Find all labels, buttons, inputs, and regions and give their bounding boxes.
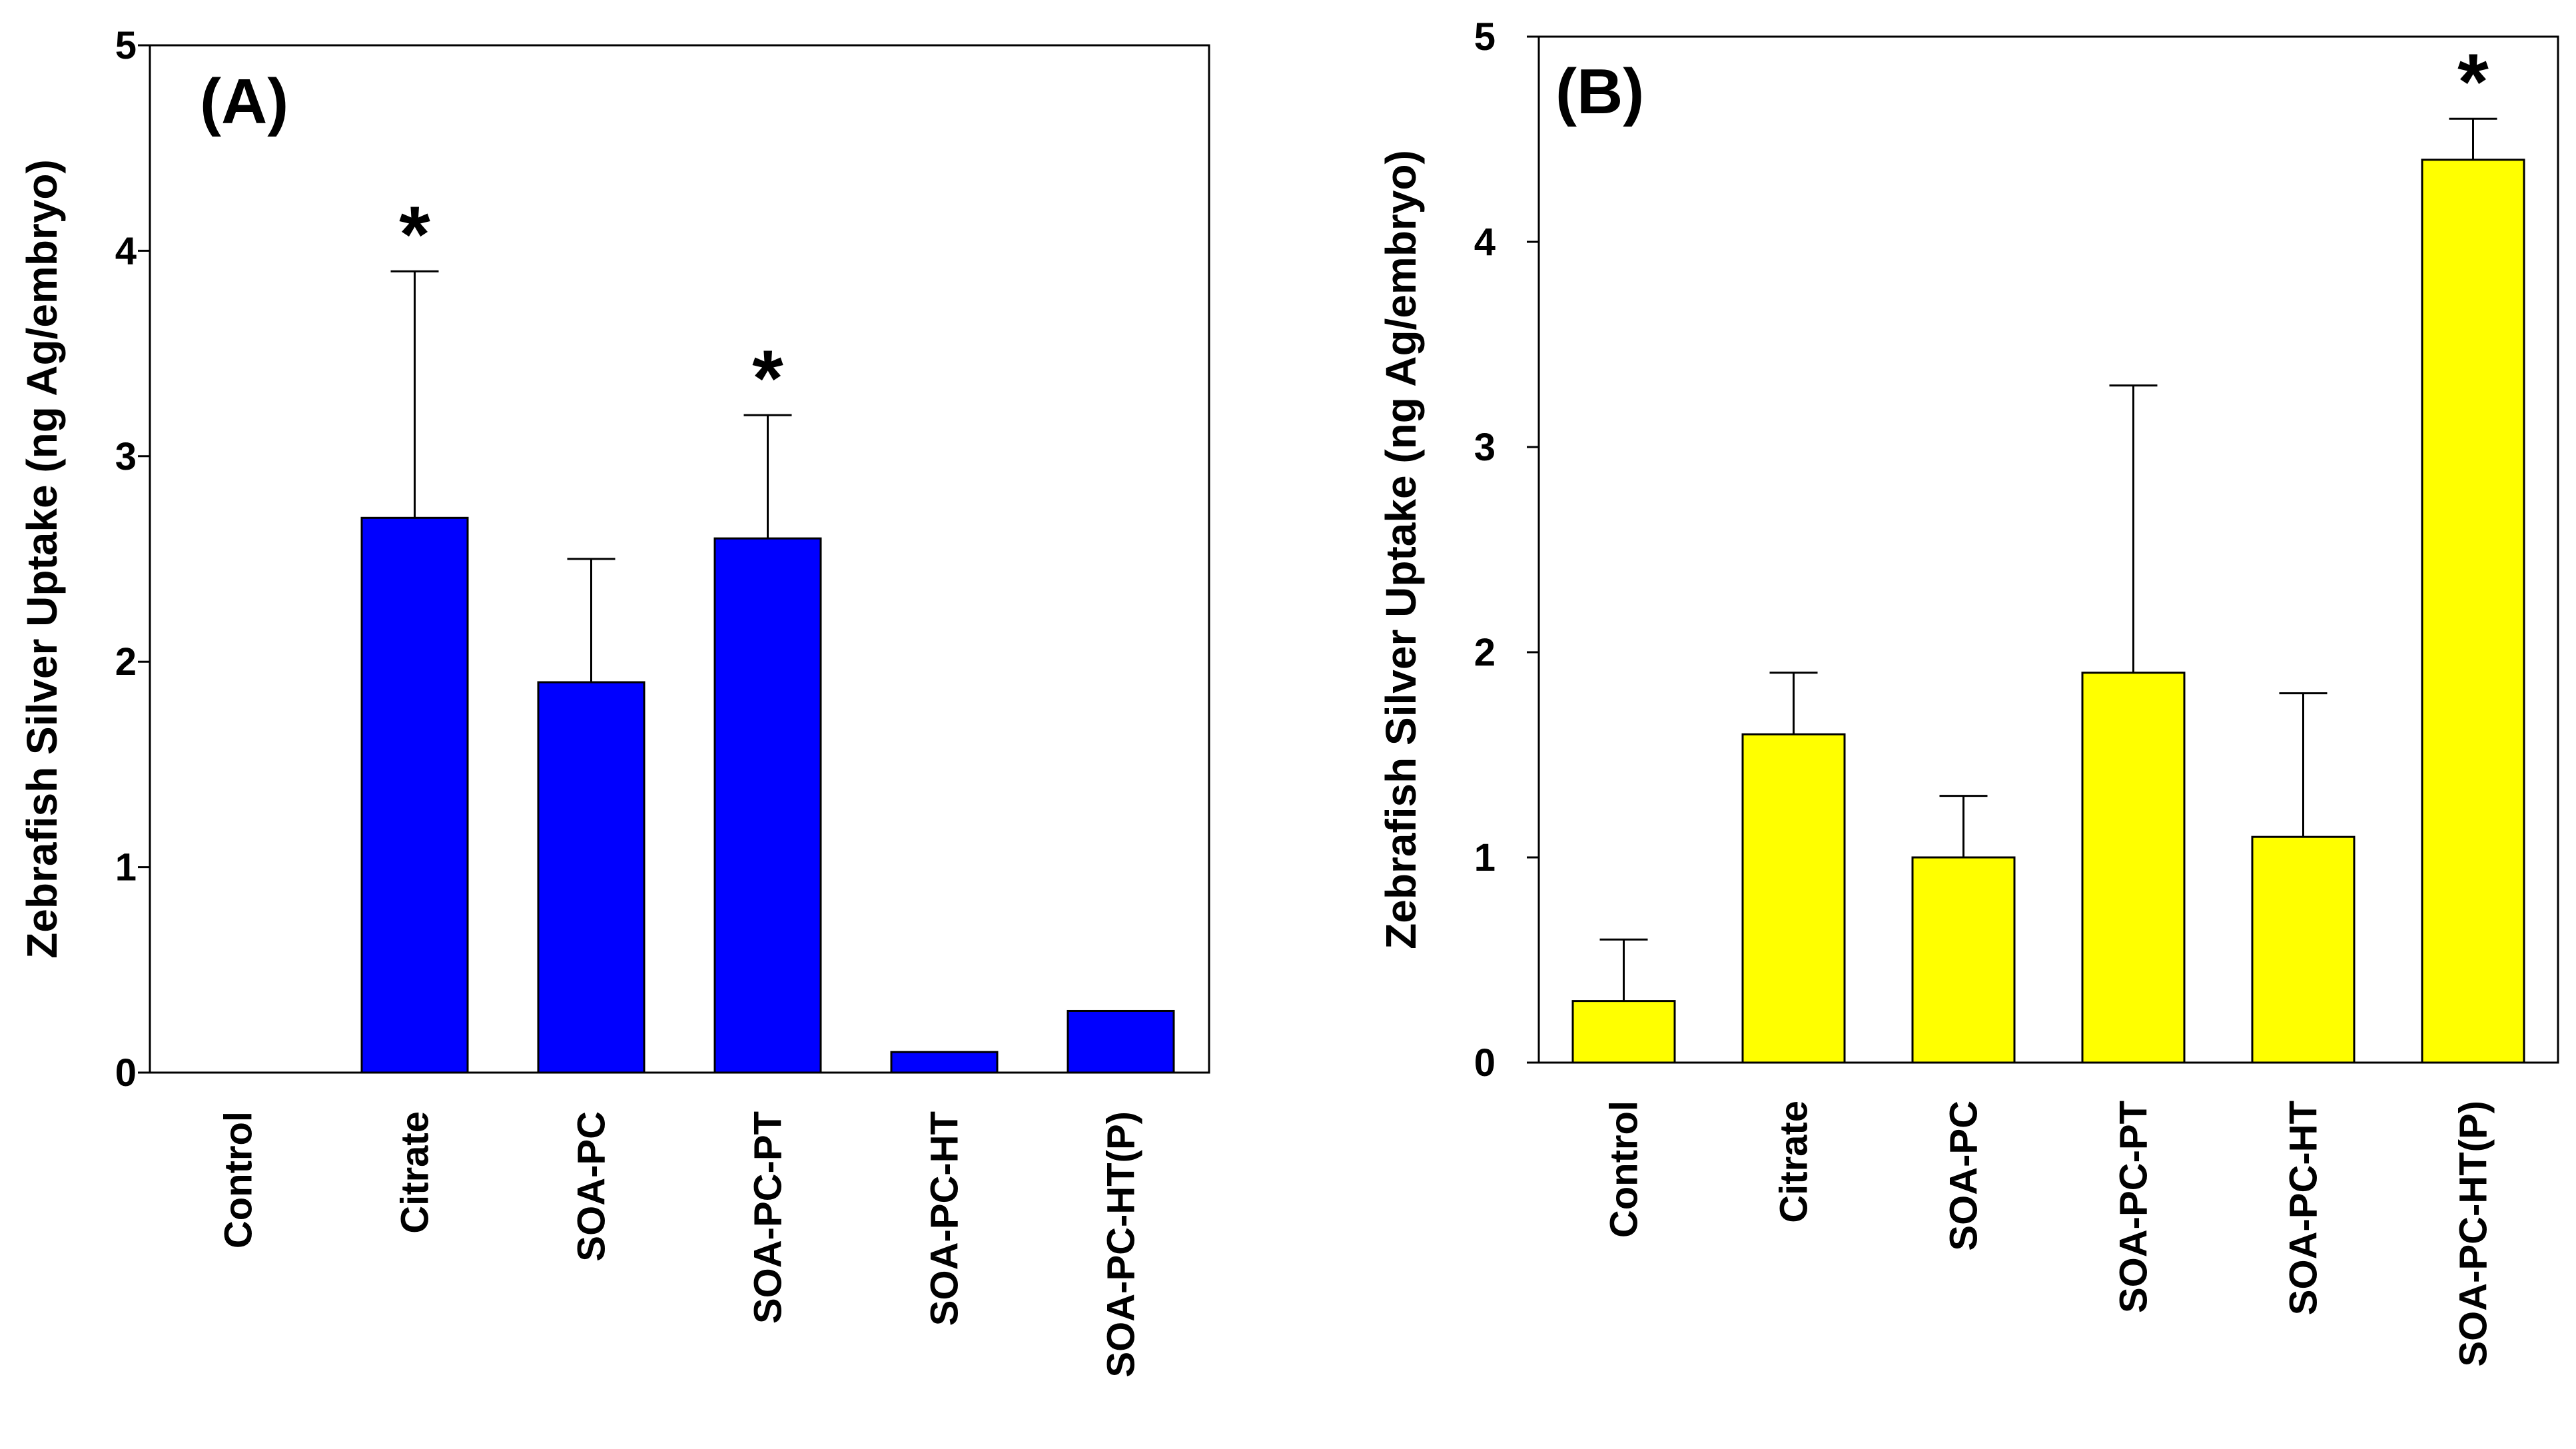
bar: [713, 537, 822, 1074]
category-label: SOA-PC-HT: [923, 1111, 967, 1326]
category-label: SOA-PC-PT: [747, 1111, 790, 1324]
y-axis-label: Zebrafish Silver Uptake (ng Ag/embryo): [1377, 150, 1425, 949]
y-axis-label: Zebrafish Silver Uptake (ng Ag/embryo): [18, 159, 66, 959]
category-label: Control: [1603, 1101, 1646, 1238]
category-label: SOA-PC-HT(P): [2452, 1101, 2495, 1367]
y-tick-label: 5: [1474, 15, 1496, 59]
y-tick-label: 5: [115, 24, 137, 67]
y-tick-label: 0: [1474, 1041, 1496, 1085]
bar: [1911, 856, 2016, 1064]
category-label: SOA-PC-PT: [2112, 1101, 2156, 1313]
panel-b: 0 1 2 3 4 5 Zebrafish Silver Uptake (ng Ag/emb…: [1377, 15, 2559, 1367]
bar: [2421, 159, 2525, 1064]
plot-frame: [149, 44, 1210, 1074]
plot-frame: [1537, 35, 2559, 1064]
y-tick-label: 3: [1474, 426, 1496, 469]
bar: [2081, 672, 2186, 1064]
panel-label: (A): [200, 66, 288, 137]
y-tick-label: 1: [1474, 836, 1496, 879]
bar: [537, 681, 645, 1074]
y-tick-label: 2: [115, 640, 137, 684]
bar: [360, 516, 469, 1074]
category-label: Citrate: [394, 1111, 437, 1234]
category-label: Control: [217, 1111, 260, 1248]
y-tick-label: 0: [115, 1051, 137, 1095]
category-label: SOA-PC: [570, 1111, 614, 1262]
bar: [1571, 1000, 1676, 1064]
y-tick-label: 2: [1474, 631, 1496, 674]
bar: [1741, 733, 1846, 1064]
y-tick-label: 1: [115, 846, 137, 889]
bar: [1067, 1009, 1175, 1074]
y-tick-label: 3: [115, 435, 137, 478]
y-tick-label: 4: [1474, 221, 1496, 264]
y-tick-label: 4: [115, 229, 137, 272]
bar: [2251, 835, 2356, 1064]
bar: [890, 1051, 999, 1074]
panel-a: 0 1 2 3 4 5 Zebrafish Silver Uptake (ng Ag/emb…: [18, 24, 1210, 1378]
category-label: Citrate: [1773, 1101, 1816, 1223]
category-label: SOA-PC: [1942, 1101, 1986, 1251]
category-label: SOA-PC-HT: [2282, 1101, 2326, 1315]
category-label: SOA-PC-HT(P): [1100, 1111, 1143, 1378]
significance-marker: *: [399, 190, 430, 279]
significance-marker: *: [752, 334, 783, 423]
significance-marker: *: [2457, 37, 2489, 127]
panel-label: (B): [1555, 56, 1644, 127]
